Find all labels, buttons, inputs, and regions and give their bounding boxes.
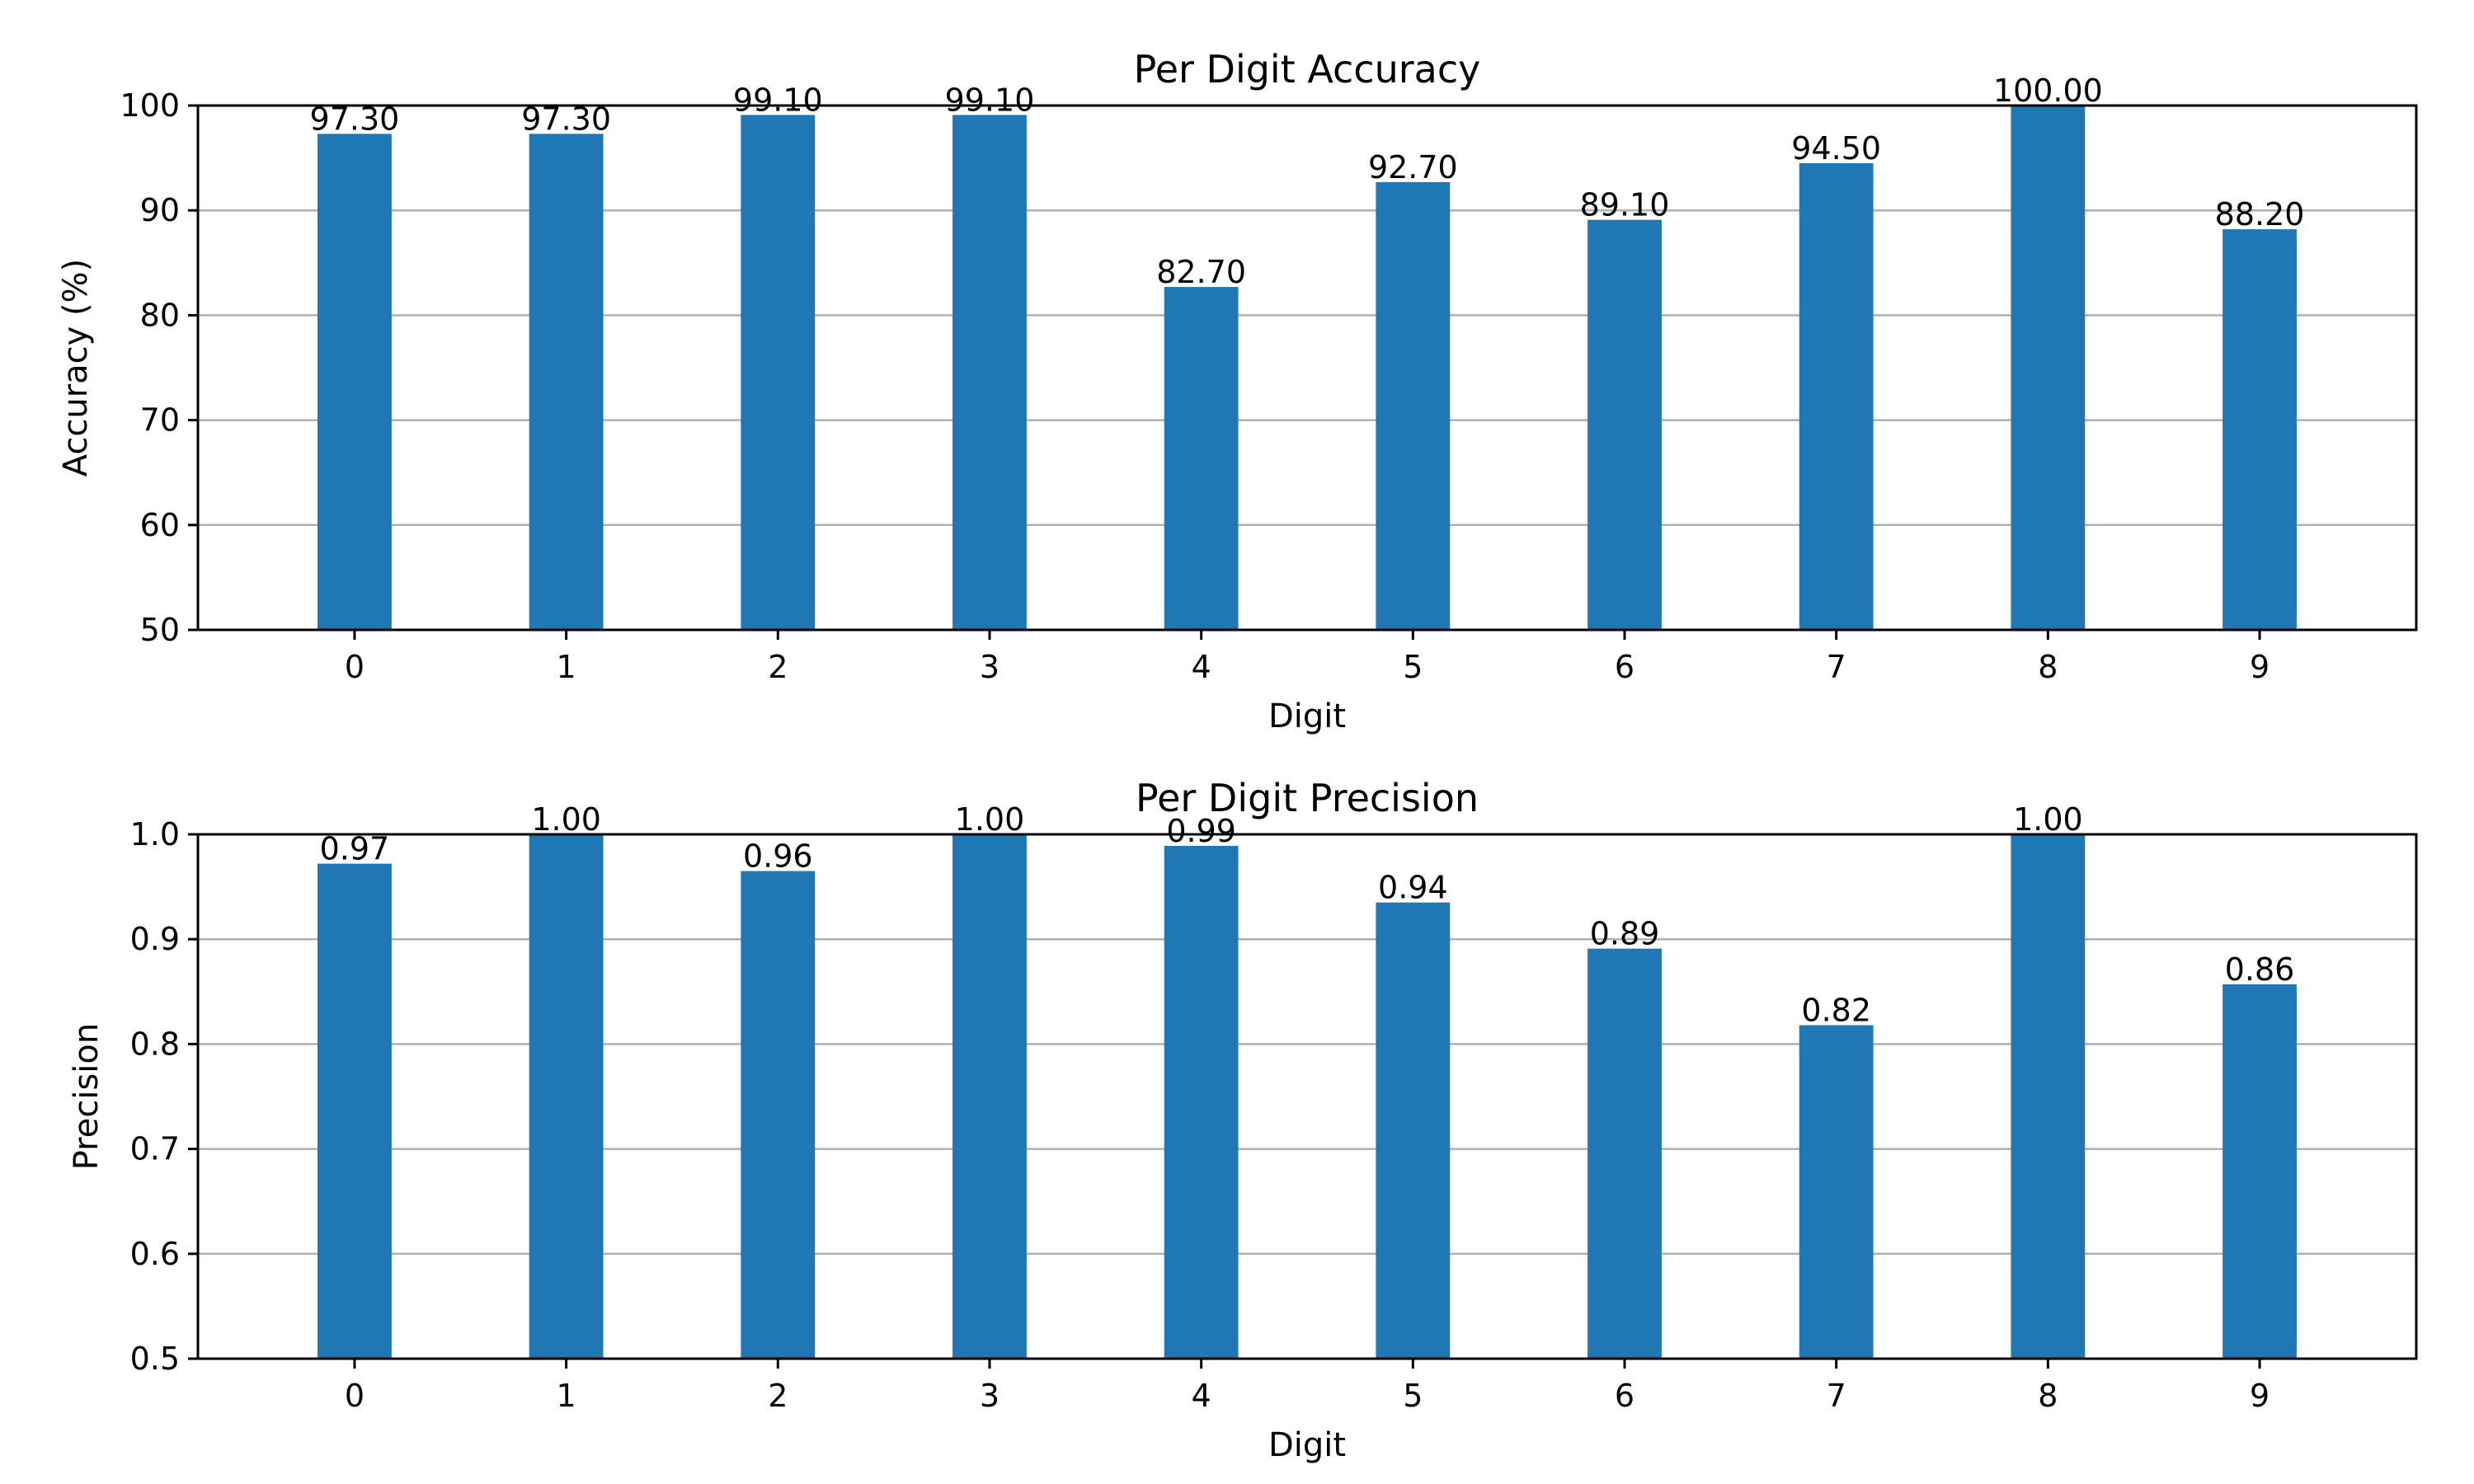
precision-x-tick-label: 8 [2038, 1378, 2058, 1414]
accuracy-data-label-digit-2: 99.10 [733, 82, 823, 118]
accuracy-bar-digit-1 [529, 134, 604, 630]
accuracy-data-label-digit-4: 82.70 [1156, 254, 1246, 290]
accuracy-data-label-digit-0: 97.30 [310, 101, 400, 137]
precision-bar-digit-2 [741, 871, 816, 1359]
accuracy-x-tick-label: 4 [1192, 649, 1211, 685]
accuracy-bar-digit-5 [1376, 181, 1451, 630]
accuracy-data-labels: 97.30 97.30 99.10 99.10 82.70 92.70 89.10 94.50… [310, 73, 2305, 290]
precision-x-tick-label: 5 [1403, 1378, 1423, 1414]
accuracy-data-label-digit-5: 92.70 [1368, 149, 1458, 186]
accuracy-x-tick-label: 0 [345, 649, 365, 685]
precision-data-label-digit-6: 0.89 [1590, 916, 1660, 952]
accuracy-chart-title: Per Digit Accuracy [1134, 47, 1481, 92]
precision-data-label-digit-3: 1.00 [955, 801, 1025, 838]
precision-data-label-digit-5: 0.94 [1378, 870, 1448, 906]
accuracy-y-tick-label: 80 [140, 297, 180, 333]
accuracy-x-tick-label: 9 [2250, 649, 2269, 685]
precision-y-tick-label: 0.7 [130, 1131, 180, 1167]
precision-x-tick-label: 7 [1827, 1378, 1846, 1414]
precision-bar-digit-1 [529, 834, 604, 1359]
precision-data-label-digit-2: 0.96 [743, 838, 813, 875]
accuracy-bar-digit-4 [1164, 287, 1239, 630]
accuracy-bar-digit-0 [317, 134, 392, 630]
accuracy-data-label-digit-6: 89.10 [1580, 187, 1670, 223]
precision-x-tick-label: 6 [1615, 1378, 1634, 1414]
accuracy-x-axis-label: Digit [1268, 697, 1346, 735]
accuracy-x-tick-label: 7 [1827, 649, 1846, 685]
precision-y-tick-label: 0.9 [130, 921, 180, 957]
precision-data-label-digit-8: 1.00 [2013, 801, 2083, 838]
accuracy-bars [317, 106, 2297, 630]
accuracy-y-tick-label: 90 [140, 192, 180, 228]
precision-bars [317, 834, 2297, 1359]
precision-data-label-digit-9: 0.86 [2225, 951, 2295, 988]
accuracy-bar-digit-7 [1799, 162, 1874, 630]
precision-bar-digit-5 [1376, 902, 1451, 1359]
accuracy-x-tick-label: 3 [980, 649, 999, 685]
accuracy-bar-digit-9 [2222, 229, 2297, 630]
accuracy-x-tick-label: 5 [1403, 649, 1423, 685]
accuracy-x-tick-label: 2 [768, 649, 788, 685]
precision-y-axis-label: Precision [68, 1023, 106, 1170]
accuracy-bar-digit-8 [2011, 106, 2086, 630]
precision-bar-digit-9 [2222, 984, 2297, 1359]
accuracy-x-tick-label: 8 [2038, 649, 2058, 685]
precision-x-tick-label: 2 [768, 1378, 788, 1414]
precision-x-tick-label: 9 [2250, 1378, 2269, 1414]
precision-chart: 0.50.60.70.80.91.00 1 2 3 4 5 6 7 8 9 0.971.000.9… [68, 776, 2418, 1464]
accuracy-ticks: 50 60 70 80 90 100 0 1 2 3 4 5 6 7 8 9 [120, 87, 2269, 685]
accuracy-plot-frame [196, 104, 2418, 632]
accuracy-data-label-digit-7: 94.50 [1791, 130, 1881, 167]
precision-x-tick-label: 3 [980, 1378, 999, 1414]
precision-bar-digit-8 [2011, 834, 2086, 1359]
accuracy-data-label-digit-1: 97.30 [521, 101, 611, 137]
accuracy-bar-digit-2 [741, 115, 816, 630]
accuracy-data-label-digit-9: 88.20 [2215, 196, 2305, 232]
precision-bar-digit-7 [1799, 1025, 1874, 1359]
accuracy-bar-digit-6 [1587, 219, 1662, 630]
precision-data-label-digit-0: 0.97 [320, 831, 390, 867]
accuracy-x-tick-label: 1 [557, 649, 576, 685]
precision-chart-title: Per Digit Precision [1136, 776, 1479, 820]
accuracy-data-label-digit-8: 100.00 [1993, 73, 2103, 109]
accuracy-y-tick-label: 50 [140, 612, 180, 648]
accuracy-y-tick-label: 100 [120, 87, 180, 124]
accuracy-bar-digit-3 [952, 115, 1027, 630]
accuracy-y-tick-label: 60 [140, 507, 180, 543]
precision-y-tick-label: 0.8 [130, 1026, 180, 1062]
accuracy-x-tick-label: 6 [1615, 649, 1634, 685]
precision-bar-digit-6 [1587, 948, 1662, 1359]
precision-bar-digit-3 [952, 834, 1027, 1359]
precision-bar-digit-0 [317, 863, 392, 1359]
precision-x-tick-label: 4 [1192, 1378, 1211, 1414]
precision-x-tick-label: 0 [345, 1378, 365, 1414]
precision-data-labels: 0.97 1.00 0.96 1.00 0.99 0.94 0.89 0.82 1.00 0.86 [320, 801, 2295, 1029]
precision-y-tick-label: 0.5 [130, 1341, 180, 1377]
precision-x-axis-label: Digit [1268, 1426, 1346, 1464]
precision-plot-frame [196, 833, 2418, 1360]
precision-ticks: 0.5 0.6 0.7 0.8 0.9 1.0 0 1 2 3 4 5 6 7 8 9 [130, 816, 2270, 1414]
precision-x-tick-label: 1 [557, 1378, 576, 1414]
precision-data-label-digit-1: 1.00 [531, 801, 601, 838]
accuracy-y-tick-label: 70 [140, 402, 180, 439]
precision-bar-digit-4 [1164, 845, 1239, 1359]
precision-y-tick-label: 1.0 [130, 816, 180, 852]
accuracy-y-axis-label: Accuracy (%) [57, 259, 95, 477]
accuracy-data-label-digit-3: 99.10 [945, 82, 1035, 118]
precision-data-label-digit-4: 0.99 [1166, 813, 1236, 849]
precision-y-tick-label: 0.6 [130, 1236, 180, 1272]
precision-data-label-digit-7: 0.82 [1801, 993, 1871, 1029]
